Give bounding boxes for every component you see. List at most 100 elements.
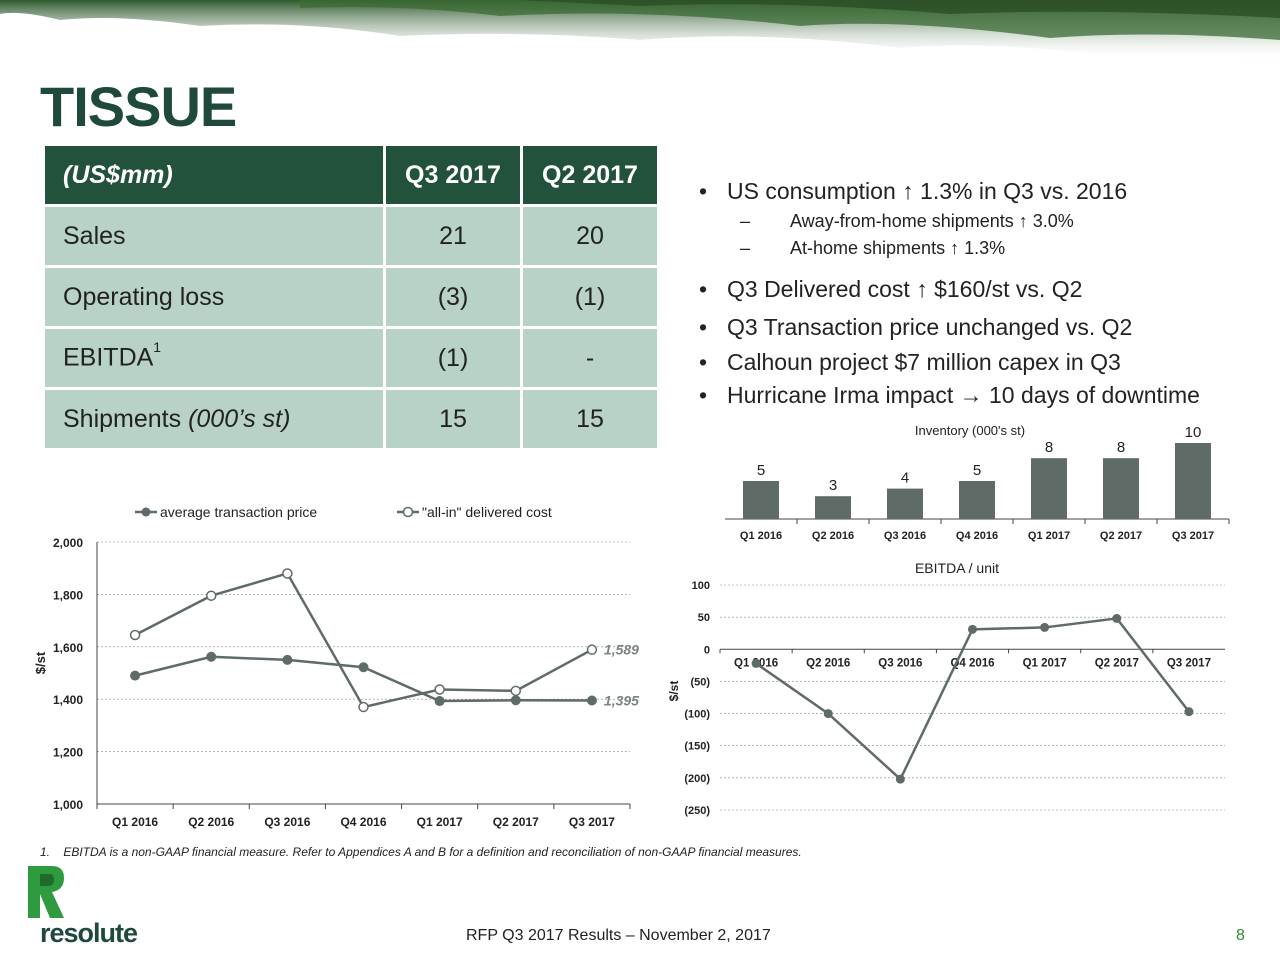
table-row: EBITDA1 (1) - [45,329,657,387]
y-tick-label: (200) [684,773,710,785]
legend-marker-cost [402,506,414,518]
row-q2-value: 15 [523,390,657,448]
data-point-cost [434,684,445,695]
header-units: (US$mm) [45,146,383,204]
row-label-text: Sales [63,221,126,250]
y-tick-label: 1,600 [53,641,83,655]
bar-value-label: 5 [973,462,981,479]
data-point-ebitda [1040,622,1050,632]
bullet-text: Q3 Transaction price unchanged vs. Q2 [727,314,1133,340]
row-label-text: Operating loss [63,282,225,311]
row-q3-value: 15 [386,390,520,448]
x-tick-label: Q1 2016 [740,530,782,542]
data-point-ebitda [751,658,761,668]
bar [959,481,995,519]
x-tick-label: Q1 2017 [417,815,463,829]
inventory-bar-chart: Inventory (000's st) 5 Q1 2016 3 Q2 2016 4 Q3 … [725,423,1230,542]
data-point-ebitda [895,774,905,784]
data-point-atp [282,654,293,665]
y-tick-label: 1,400 [53,693,83,707]
row-q2-value: (1) [523,268,657,326]
data-point-ebitda [1112,613,1122,623]
forest-banner-image [0,0,1280,70]
series-line-ebitda [755,617,1190,782]
bullet-glyph: • [699,382,708,408]
x-tick-label: Q2 2016 [188,815,234,829]
data-point-atp [206,651,217,662]
legend-marker-atp [141,507,151,517]
row-q2-value: 20 [523,207,657,265]
sub-bullet-text: Away-from-home shipments ↑ 3.0% [790,211,1074,231]
y-tick-label: 1,800 [53,588,83,602]
sub-bullet-at-home: – At-home shipments ↑ 1.3% [740,238,1006,259]
y-tick-label: (150) [684,741,710,753]
x-tick-label: Q4 2016 [340,815,386,829]
data-point-ebitda [1184,707,1194,717]
header-q3-2017: Q3 2017 [386,146,520,204]
page-title: TISSUE [40,75,237,138]
y-tick-label: 100 [692,580,710,592]
y-tick-label: (50) [690,676,710,688]
x-tick-label: Q1 2016 [112,815,158,829]
row-label: EBITDA1 [45,329,383,387]
dash-glyph: – [740,211,751,231]
data-point-atp [358,662,369,673]
row-label: Shipments (000’s st) [45,390,383,448]
row-q3-value: 21 [386,207,520,265]
bullet-hurricane-irma: • Hurricane Irma impact → 10 days of dow… [699,382,1200,409]
price-cost-line-chart: average transaction price "all-in" delive… [33,504,639,829]
bullet-text: Calhoun project $7 million capex in Q3 [727,349,1121,375]
footer-text: RFP Q3 2017 Results – November 2, 2017 [466,927,771,944]
x-tick-label: Q2 2017 [1100,530,1142,542]
bar [815,496,851,519]
table-row: Shipments (000’s st) 15 15 [45,390,657,448]
table-row: Sales 21 20 [45,207,657,265]
x-tick-label: Q1 2017 [1023,657,1067,669]
row-q3-value: (1) [386,329,520,387]
sub-bullet-away-from-home: – Away-from-home shipments ↑ 3.0% [740,211,1074,232]
bar-value-label: 8 [1117,439,1125,456]
bar [1103,458,1139,519]
data-point-cost [129,629,141,641]
legend-label-cost: "all-in" delivered cost [422,504,552,520]
x-tick-label: Q1 2017 [1028,530,1070,542]
bar [743,481,779,519]
data-point-atp [586,695,597,706]
x-tick-label: Q2 2017 [493,815,539,829]
data-point-atp [510,695,521,706]
bar-value-label: 10 [1185,424,1202,441]
data-point-cost [205,590,217,601]
series-line-cost [134,571,593,709]
data-point-cost [282,568,293,579]
x-tick-label: Q3 2016 [884,530,926,542]
y-axis-label: $/st [667,681,681,702]
bullet-text: Hurricane Irma impact → 10 days of downt… [727,382,1200,408]
bar [887,488,923,519]
bar-value-label: 3 [829,477,837,494]
bullet-text: US consumption ↑ 1.3% in Q3 vs. 2016 [727,178,1128,204]
ebitda-per-unit-line-chart: EBITDA / unit 100 50 0 (50) (100) (150) (200) (2… [667,560,1225,817]
data-point-ebitda [968,624,977,634]
bullet-glyph: • [699,178,708,204]
row-q2-value: - [523,329,657,387]
bar [1175,443,1211,519]
y-axis-label: $/st [33,651,48,674]
data-point-ebitda [823,709,833,719]
bullet-glyph: • [699,314,708,340]
bullet-text: Q3 Delivered cost ↑ $160/st vs. Q2 [727,276,1083,302]
x-tick-label: Q3 2016 [264,815,310,829]
chart-title: EBITDA / unit [915,560,999,576]
y-tick-label: (100) [684,709,710,721]
logo-wordmark: resolute [40,918,138,948]
bar-value-label: 5 [757,462,765,479]
row-label: Operating loss [45,268,383,326]
footnote-marker: 1 [153,339,162,356]
sub-bullet-text: At-home shipments ↑ 1.3% [790,238,1006,258]
data-point-atp [130,670,141,681]
bullet-glyph: • [699,349,708,375]
x-tick-label: Q2 2016 [806,657,850,669]
bullet-us-consumption: • US consumption ↑ 1.3% in Q3 vs. 2016 [699,178,1128,205]
y-tick-label: 0 [704,644,710,656]
chart-title: Inventory (000's st) [915,423,1025,438]
x-tick-label: Q3 2017 [1167,657,1211,669]
